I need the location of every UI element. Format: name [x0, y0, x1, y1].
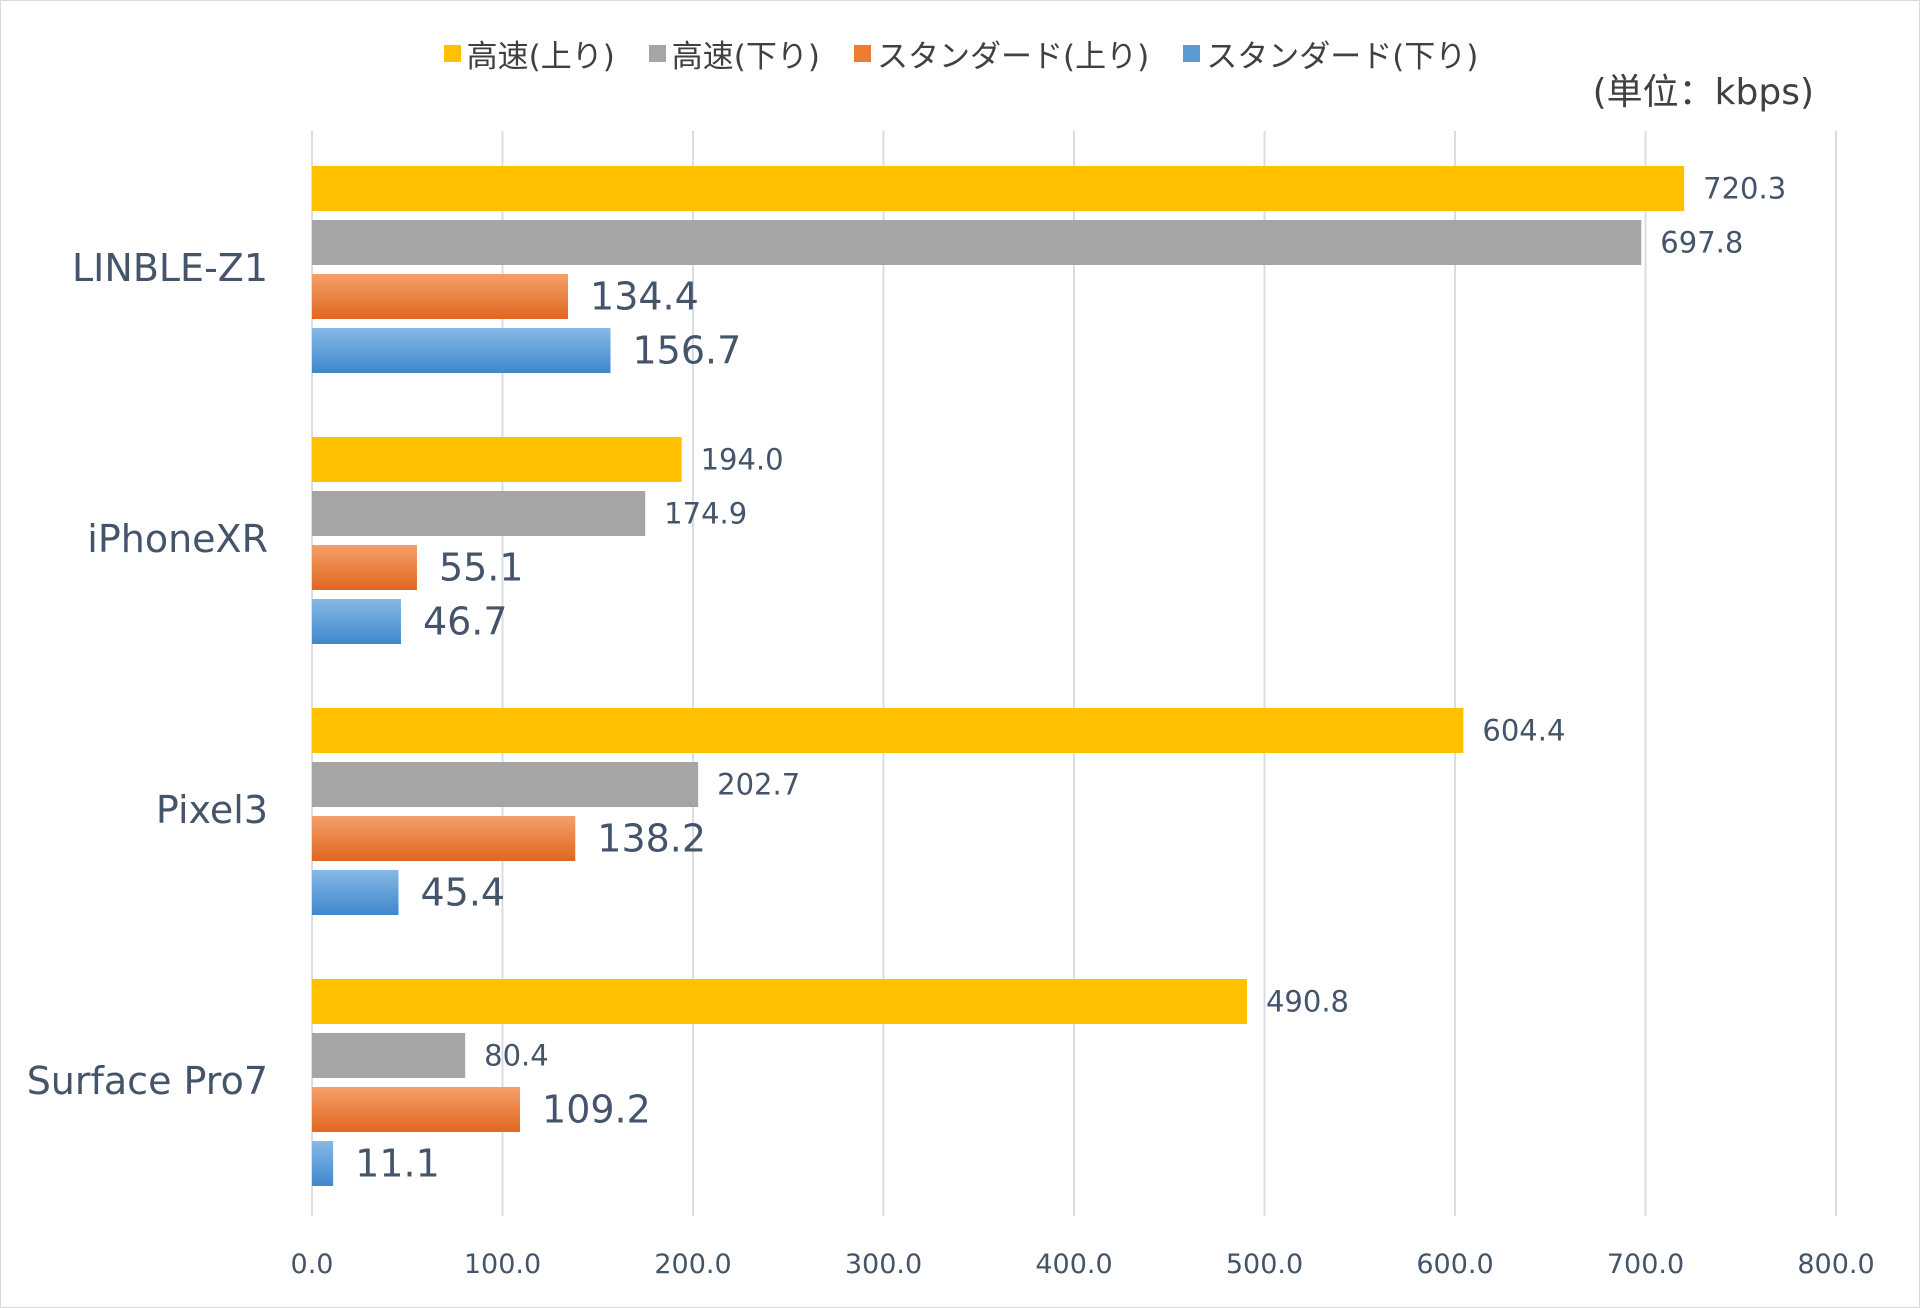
bar — [312, 599, 401, 644]
data-label: 604.4 — [1482, 714, 1565, 748]
category-label: LINBLE-Z1 — [72, 246, 268, 290]
data-label: 134.4 — [590, 275, 699, 319]
category-label: iPhoneXR — [87, 517, 268, 561]
bar — [312, 870, 399, 915]
bar — [312, 328, 611, 373]
x-tick-label: 600.0 — [1416, 1249, 1493, 1280]
legend-label: 高速(下り) — [671, 39, 820, 75]
data-label: 138.2 — [597, 817, 706, 861]
bar — [312, 979, 1247, 1024]
bar — [312, 1033, 466, 1078]
data-label: 490.8 — [1266, 985, 1349, 1019]
bar — [312, 816, 576, 861]
x-tick-label: 700.0 — [1607, 1249, 1684, 1280]
x-tick-label: 300.0 — [845, 1249, 922, 1280]
x-tick-label: 0.0 — [291, 1249, 334, 1280]
category-label: Pixel3 — [156, 788, 268, 832]
data-label: 194.0 — [701, 443, 784, 477]
data-label: 174.9 — [664, 497, 747, 531]
data-label: 156.7 — [633, 329, 742, 373]
legend-label: スタンダード(下り) — [1206, 39, 1479, 75]
unit-label: (単位：kbps) — [1592, 72, 1814, 113]
legend-swatch — [648, 45, 666, 62]
data-label: 80.4 — [484, 1039, 549, 1073]
legend-swatch — [854, 45, 871, 62]
category-label: Surface Pro7 — [27, 1059, 268, 1103]
bar — [312, 1141, 334, 1186]
x-tick-label: 800.0 — [1797, 1249, 1874, 1280]
bar — [312, 274, 569, 319]
legend-item: 高速(上り) — [443, 31, 615, 76]
data-label: 55.1 — [439, 546, 524, 590]
x-tick-label: 500.0 — [1226, 1249, 1303, 1280]
bar — [312, 166, 1685, 211]
data-label: 11.1 — [355, 1142, 440, 1186]
legend-label: 高速(上り) — [466, 39, 615, 75]
bar — [312, 545, 417, 590]
bar — [312, 708, 1464, 753]
legend-label: スタンダード(上り) — [877, 39, 1150, 75]
x-tick-label: 400.0 — [1035, 1249, 1112, 1280]
data-label: 697.8 — [1660, 226, 1743, 260]
data-label: 45.4 — [420, 871, 505, 915]
legend-item: 高速(下り) — [648, 31, 820, 76]
data-label: 109.2 — [542, 1088, 651, 1132]
legend-swatch — [1183, 45, 1201, 62]
bar — [312, 1087, 521, 1132]
legend-item: スタンダード(下り) — [1183, 31, 1478, 76]
data-label: 720.3 — [1703, 172, 1786, 206]
x-tick-label: 100.0 — [464, 1249, 541, 1280]
data-label: 202.7 — [717, 768, 800, 802]
bar — [312, 220, 1642, 265]
bar — [312, 762, 699, 807]
x-tick-label: 200.0 — [654, 1249, 731, 1280]
legend: 高速(上り) 高速(下り) スタンダード(上り) スタンダード(下り) — [1, 31, 1920, 76]
bar — [312, 437, 682, 482]
bar — [312, 491, 646, 536]
legend-swatch — [443, 45, 461, 62]
data-label: 46.7 — [423, 600, 508, 644]
legend-item: スタンダード(上り) — [854, 31, 1149, 76]
